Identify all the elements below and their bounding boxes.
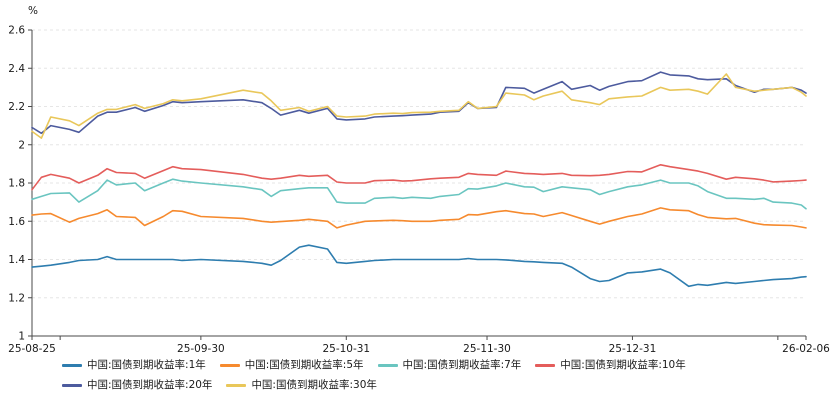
legend-item-1y[interactable]: 中国:国债到期收益率:1年 <box>62 359 206 372</box>
series-line-5y <box>31 207 807 229</box>
y-axis-unit-label: % <box>28 5 38 17</box>
legend-label: 中国:国债到期收益率:30年 <box>251 379 377 391</box>
y-tick-label: 2.4 <box>8 63 25 75</box>
x-tick-label: 25-10-31 <box>322 343 370 354</box>
series-line-30y <box>31 73 807 139</box>
yield-chart-svg: 1 1.2 1.4 1.6 1.8 2 2.2 2.4 2.6% 25-08-25 25-09-30… <box>8 5 830 354</box>
legend-line-icon <box>62 364 82 367</box>
legend-label: 中国:国债到期收益率:5年 <box>244 359 364 371</box>
legend-label: 中国:国债到期收益率:20年 <box>87 379 213 391</box>
legend-item-7y[interactable]: 中国:国债到期收益率:7年 <box>377 359 522 372</box>
x-tick-label: 25-09-30 <box>177 343 225 354</box>
legend-label: 中国:国债到期收益率:10年 <box>560 359 686 371</box>
y-tick-label: 1.6 <box>8 216 25 228</box>
y-tick-label: 2.2 <box>8 101 25 113</box>
legend-line-icon <box>535 364 556 367</box>
series-line-10y <box>31 164 807 191</box>
series-line-1y <box>31 244 807 288</box>
x-tick-label: 26-02-06 <box>782 343 830 354</box>
series-line-7y <box>31 178 807 210</box>
y-tick-label: 2 <box>18 139 25 151</box>
legend-line-icon <box>226 384 247 387</box>
y-tick-label: 1.8 <box>8 178 25 190</box>
x-tick-label: 25-11-30 <box>463 343 511 354</box>
y-tick-label: 1 <box>18 331 25 343</box>
legend-label: 中国:国债到期收益率:7年 <box>402 359 522 371</box>
x-tick-label: 25-08-25 <box>8 343 56 354</box>
y-tick-label: 2.6 <box>8 25 25 37</box>
series-line-20y <box>31 71 807 135</box>
legend-item-10y[interactable]: 中国:国债到期收益率:10年 <box>535 359 686 372</box>
legend-line-icon <box>219 364 240 367</box>
legend-item-20y[interactable]: 中国:国债到期收益率:20年 <box>62 379 212 392</box>
legend-label: 中国:国债到期收益率:1年 <box>87 359 206 371</box>
y-tick-label: 1.2 <box>8 292 25 304</box>
chart-legend: 中国:国债到期收益率:1年 中国:国债到期收益率:5年 中国:国债到期收益率:7年中… <box>62 359 822 392</box>
y-tick-label: 1.4 <box>8 254 25 266</box>
legend-item-5y[interactable]: 中国:国债到期收益率:5年 <box>219 359 364 372</box>
legend-item-30y[interactable]: 中国:国债到期收益率:30年 <box>226 379 377 392</box>
legend-line-icon <box>62 384 82 387</box>
legend-line-icon <box>377 364 398 367</box>
x-tick-label: 25-12-31 <box>609 343 657 354</box>
